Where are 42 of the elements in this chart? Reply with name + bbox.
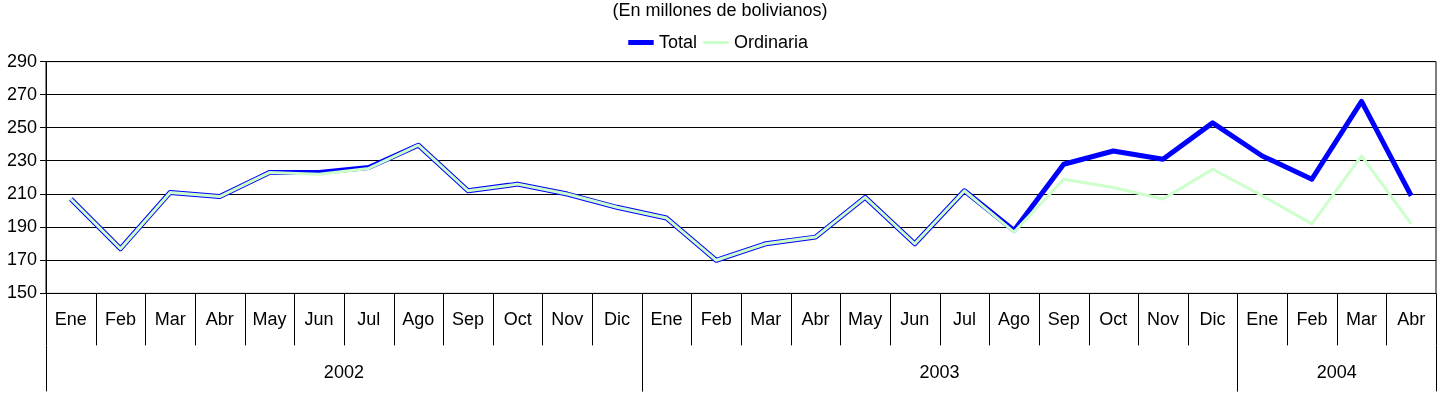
x-tick-label: Jul <box>357 309 381 330</box>
x-tick-label: May <box>848 309 883 330</box>
y-tick-label: 170 <box>6 249 38 270</box>
y-tick-label: 150 <box>6 282 38 303</box>
x-tick-label: Abr <box>801 309 830 330</box>
legend-label: Ordinaria <box>734 31 810 52</box>
x-tick-label: Feb <box>700 309 732 330</box>
x-tick-label: Ago <box>402 309 435 330</box>
x-tick-label: Ene <box>54 309 87 330</box>
x-tick-label: Dic <box>603 309 630 330</box>
x-tick-label: Jun <box>304 309 334 330</box>
x-tick-label: Ago <box>998 309 1031 330</box>
x-tick-label: Jun <box>900 309 930 330</box>
x-tick-label: Jul <box>952 309 976 330</box>
x-tick-label: Sep <box>1047 309 1080 330</box>
x-tick-label: Mar <box>154 309 186 330</box>
y-tick-label: 230 <box>6 149 38 170</box>
x-tick-label: Oct <box>1099 309 1128 330</box>
y-tick-label: 250 <box>6 116 38 137</box>
x-tick-label: Oct <box>503 309 532 330</box>
chart-title: (En millones de bolivianos) <box>612 0 828 20</box>
x-tick-label: Abr <box>1397 309 1426 330</box>
x-tick-label: Dic <box>1199 309 1226 330</box>
y-tick-label: 270 <box>6 83 38 104</box>
text: 2004 <box>1316 362 1357 383</box>
x-tick-label: Ene <box>650 309 683 330</box>
y-tick-label: 290 <box>6 50 38 71</box>
x-tick-label: Feb <box>104 309 137 330</box>
text: 2002 <box>323 362 364 383</box>
x-tick-label: Ene <box>1246 309 1279 330</box>
x-tick-label: Feb <box>1296 309 1328 330</box>
x-tick-label: Mar <box>1346 309 1378 330</box>
text: 2003 <box>919 362 960 383</box>
x-tick-label: May <box>252 309 287 330</box>
y-tick-label: 210 <box>6 183 38 204</box>
y-tick-label: 190 <box>6 216 38 237</box>
legend-label: Total <box>658 31 698 52</box>
x-tick-label: Abr <box>205 309 234 330</box>
x-tick-label: Nov <box>551 309 584 330</box>
x-tick-label: Mar <box>750 309 782 330</box>
x-tick-label: Nov <box>1146 309 1179 330</box>
x-tick-label: Sep <box>451 309 484 330</box>
